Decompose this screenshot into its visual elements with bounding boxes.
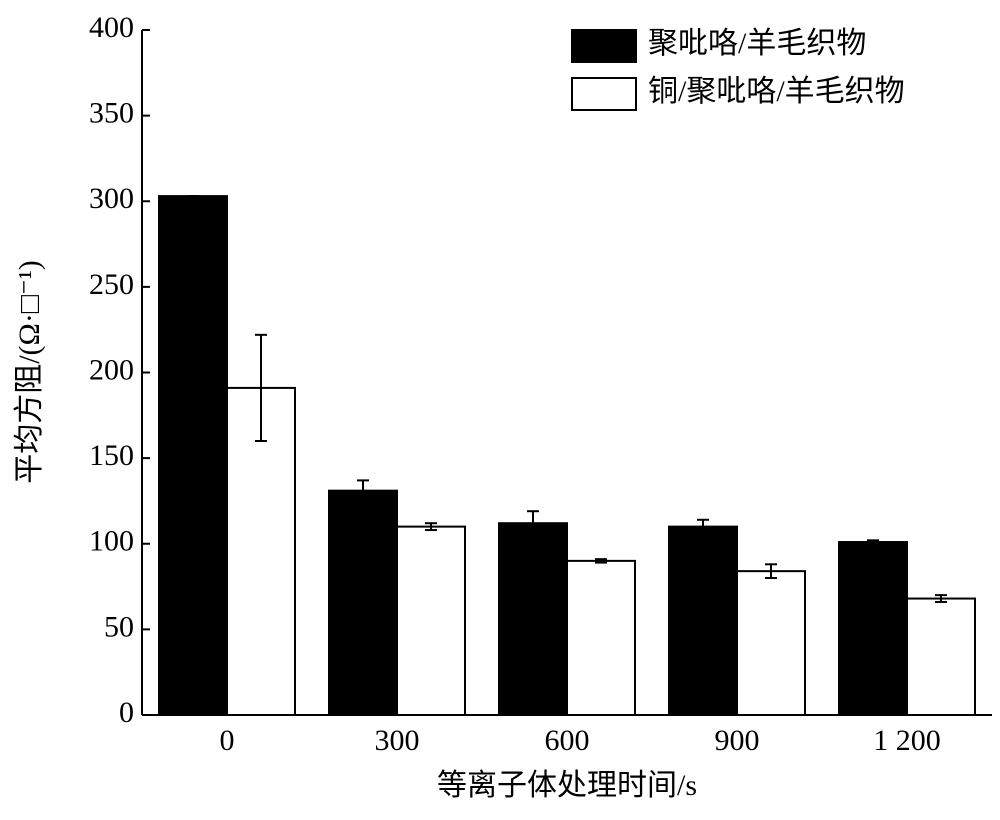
bar [498, 522, 568, 717]
bar [328, 489, 398, 716]
error-bar [527, 510, 539, 537]
error-bar [697, 518, 709, 535]
x-axis-label: 等离子体处理时间/s [437, 769, 697, 802]
y-tick-label: 150 [89, 439, 134, 472]
bar [226, 386, 296, 716]
bar [158, 195, 228, 717]
error-bar [935, 594, 947, 603]
x-tick-label: 300 [375, 724, 420, 757]
y-tick-label: 50 [104, 610, 134, 643]
x-tick-label: 900 [715, 724, 760, 757]
x-tick-label: 0 [220, 724, 235, 757]
error-bar [425, 522, 437, 532]
bar [906, 597, 976, 716]
bar [396, 525, 466, 716]
error-bar [765, 563, 777, 579]
y-tick-label: 100 [89, 525, 134, 558]
legend-swatch [571, 29, 637, 63]
error-bar [255, 333, 267, 442]
y-tick-label: 200 [89, 353, 134, 386]
bar [736, 570, 806, 717]
y-tick-label: 350 [89, 97, 134, 130]
bar [566, 559, 636, 716]
bar [668, 525, 738, 716]
error-bar [357, 479, 369, 502]
y-axis-label: 平均方阻/(Ω·□⁻¹) [13, 260, 46, 484]
y-tick-label: 250 [89, 268, 134, 301]
legend-label: 聚吡咯/羊毛织物 [648, 27, 866, 60]
bar [838, 541, 908, 716]
y-tick-label: 400 [89, 11, 134, 44]
error-bar [867, 539, 879, 545]
legend-label: 铜/聚吡咯/羊毛织物 [648, 75, 905, 108]
error-bar [595, 558, 607, 564]
y-tick-label: 0 [119, 696, 134, 729]
x-tick-label: 1 200 [873, 724, 941, 757]
x-tick-label: 600 [545, 724, 590, 757]
y-tick-label: 300 [89, 182, 134, 215]
legend-swatch [571, 77, 637, 111]
